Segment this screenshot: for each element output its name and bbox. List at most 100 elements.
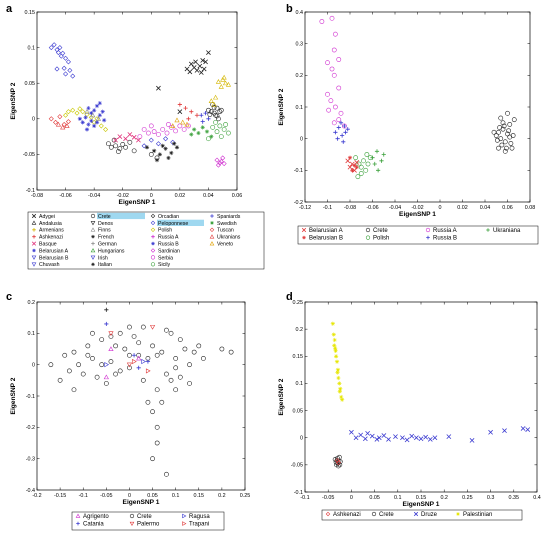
point-druze (365, 430, 371, 436)
point-russia-b (341, 139, 346, 144)
y-tick-label: 0.1 (296, 105, 304, 111)
point-russia-a (141, 127, 147, 132)
legend-label: French (98, 235, 114, 241)
y-tick-label: 0.1 (28, 45, 36, 51)
legend-label: Ukraniana (493, 228, 521, 234)
point-polish (63, 112, 69, 118)
legend-marker (209, 241, 215, 246)
point-crete (127, 139, 133, 145)
point-russia-a (336, 57, 342, 62)
legend-label: Denos (98, 221, 113, 227)
point-crete (113, 371, 118, 377)
legend-marker (210, 214, 214, 218)
point-crete (216, 116, 221, 122)
legend-label: Serbia (158, 255, 173, 261)
panel-label: c (6, 291, 12, 303)
point-adygei (177, 109, 183, 115)
point-crete (491, 129, 497, 135)
legend-marker (129, 513, 135, 519)
point-belarusian-b (352, 163, 357, 168)
point-ukranians (60, 124, 66, 130)
point-crete (148, 151, 154, 157)
point-belarusian-b (347, 155, 353, 160)
point-adygei (197, 63, 203, 69)
point-druze (525, 427, 531, 432)
point-belarusian-b (354, 165, 359, 170)
point-russia-b (89, 111, 94, 116)
plot-area (36, 11, 238, 191)
point-spaniards (206, 116, 211, 121)
point-russia-a (146, 130, 151, 136)
point-russia-b (97, 101, 102, 106)
legend-marker (150, 213, 156, 219)
point-crete (154, 352, 160, 358)
point-tuscan (65, 119, 71, 125)
legend-label: Finns (98, 228, 111, 234)
legend-label: Polish (373, 236, 389, 242)
point-crete (200, 355, 206, 361)
point-druze (427, 436, 433, 442)
legend-marker (151, 241, 155, 246)
point-crete (187, 362, 192, 368)
point-palestinian (334, 359, 340, 364)
point-russia-a (181, 127, 187, 132)
point-chuvash (58, 53, 64, 59)
y-tick-label: 0.2 (296, 73, 304, 79)
point-crete (140, 377, 146, 383)
point--dark-plus- (104, 307, 109, 312)
point-russia-a (338, 110, 344, 116)
point-swedish (189, 132, 194, 137)
point-russia-a (336, 117, 342, 123)
point-russia-b (338, 120, 344, 125)
x-tick-label: 0.02 (175, 193, 186, 199)
y-tick-label: -0.05 (291, 463, 303, 469)
point-adygei (193, 59, 198, 65)
legend-label: Belarusian B (309, 236, 343, 242)
point-chuvash (70, 73, 76, 79)
point-basque (136, 137, 141, 143)
point-chuvash (61, 65, 67, 71)
point-ragusa (141, 358, 147, 365)
legend-marker (32, 228, 36, 232)
point-agrigento (103, 374, 109, 380)
legend-marker (182, 521, 187, 526)
legend: Belarusian A Belarusian B Crete Polish Russi… (297, 225, 539, 245)
legend-marker (75, 513, 81, 518)
point-druze (446, 434, 452, 440)
point-catania (104, 321, 109, 327)
point-crete (187, 381, 192, 386)
point-crete (493, 133, 499, 138)
point-ashkenazi (186, 116, 191, 121)
point-belarusian-a (86, 122, 91, 127)
point-chuvash (51, 42, 57, 48)
point-crete (217, 109, 223, 115)
legend-label: Basque (39, 242, 57, 248)
point-basque (123, 136, 128, 142)
x-tick-label: -0.06 (366, 205, 378, 211)
point-belarusian-a (92, 123, 97, 129)
point-peloponnese (155, 141, 161, 147)
point-crete (506, 128, 512, 134)
point-italian (160, 143, 165, 148)
legend-marker (31, 220, 37, 225)
point-italian (144, 145, 150, 150)
point-sicily (210, 124, 216, 130)
point-finns (90, 112, 96, 118)
point-peloponnese (141, 143, 147, 149)
point-crete (173, 387, 179, 393)
point-russia-a (331, 47, 337, 53)
point-crete (122, 346, 128, 352)
point-palermo (126, 362, 133, 368)
point-chuvash (48, 45, 54, 51)
legend-label: Belarusian B (39, 255, 69, 261)
legend-marker (425, 227, 431, 233)
x-tick-label: 0.2 (218, 493, 226, 499)
legend-marker (150, 227, 156, 233)
legend-label: Druze (421, 512, 438, 518)
point-polish (355, 174, 361, 180)
point-italian (163, 146, 168, 151)
point-crete (164, 371, 169, 377)
point-veneto (170, 123, 176, 128)
point-ashkenazi (183, 106, 188, 111)
x-tick-label: 0 (150, 193, 153, 199)
